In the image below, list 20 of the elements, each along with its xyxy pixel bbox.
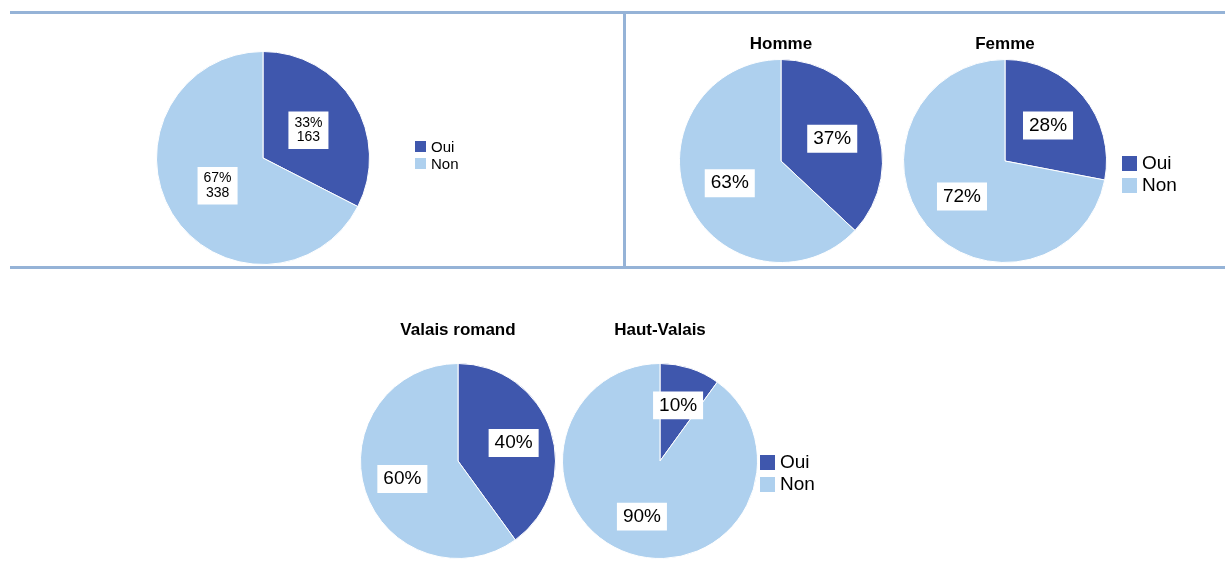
- legend-label: Oui: [431, 138, 455, 155]
- data-label: 72%: [942, 184, 982, 206]
- legend-label: Oui: [780, 451, 810, 473]
- slice-label: Valais romand: [400, 320, 516, 340]
- data-label: 67% 338: [203, 169, 232, 200]
- legend-label: Non: [1142, 174, 1177, 196]
- legend-label: Oui: [1142, 152, 1172, 174]
- data-label: 33% 163: [294, 113, 323, 145]
- data-label: 90%: [622, 504, 662, 526]
- legend-label: Non: [431, 155, 459, 172]
- slice-label: Femme: [975, 34, 1035, 54]
- data-label: 28%: [1029, 113, 1068, 135]
- legend-label: Non: [780, 473, 815, 495]
- data-label: 37%: [813, 127, 852, 149]
- slice-label: Haut-Valais: [614, 320, 706, 340]
- data-label: 10%: [659, 393, 698, 415]
- data-label: 40%: [494, 431, 533, 453]
- data-label: 63%: [710, 171, 749, 193]
- data-label: 60%: [383, 467, 422, 489]
- slice-label: Homme: [749, 34, 813, 54]
